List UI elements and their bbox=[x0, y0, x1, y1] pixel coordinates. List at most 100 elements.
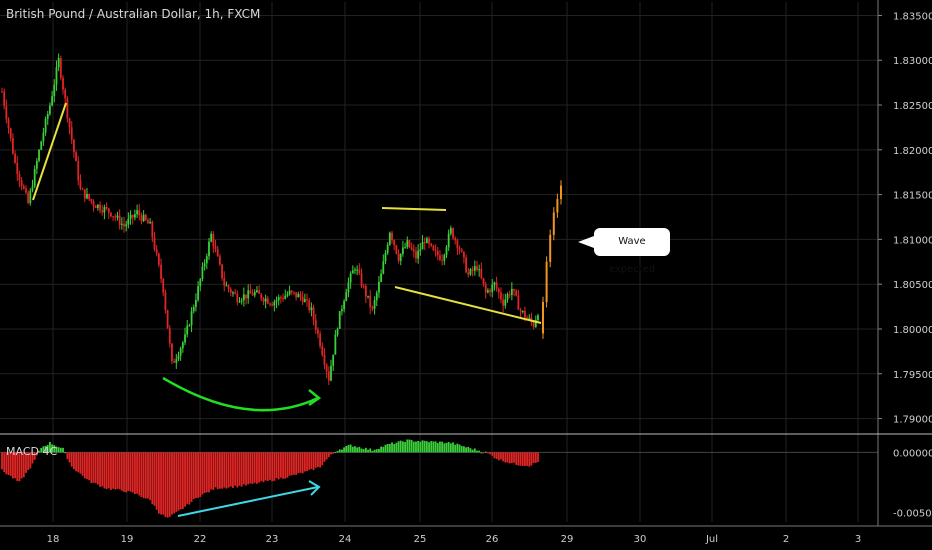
candle-body bbox=[125, 224, 128, 227]
candle-body bbox=[127, 218, 130, 225]
macd-bar bbox=[447, 441, 450, 453]
macd-bar bbox=[321, 452, 324, 466]
macd-bar bbox=[256, 452, 258, 484]
macd-bar bbox=[519, 452, 522, 466]
macd-bar bbox=[27, 452, 30, 470]
macd-bar bbox=[338, 449, 341, 453]
candle-body bbox=[373, 300, 376, 309]
macd-bar bbox=[465, 447, 467, 453]
macd-bar bbox=[312, 452, 315, 471]
price-tick-label: 1.82000 bbox=[893, 146, 932, 157]
candle-body bbox=[528, 317, 531, 319]
candle-body bbox=[412, 249, 415, 252]
candle-body bbox=[20, 180, 23, 187]
macd-bar bbox=[425, 441, 428, 453]
macd-bar bbox=[81, 452, 84, 476]
candle-body bbox=[186, 325, 189, 335]
time-tick-label: 23 bbox=[266, 534, 279, 545]
macd-tick-label: 0.00000 bbox=[893, 448, 932, 459]
macd-bar bbox=[114, 452, 117, 490]
candle-body bbox=[236, 293, 239, 303]
macd-bar bbox=[247, 452, 250, 485]
macd-bar bbox=[382, 446, 385, 453]
candle-body bbox=[131, 214, 134, 218]
candle-body bbox=[38, 149, 40, 161]
candle-body bbox=[53, 84, 56, 97]
time-tick-label: 25 bbox=[414, 534, 427, 545]
time-tick-label: 22 bbox=[194, 534, 207, 545]
candle-body bbox=[441, 259, 444, 261]
macd-bar bbox=[532, 452, 535, 463]
rounded-bottom-arc[interactable] bbox=[162, 376, 319, 412]
callout-pointer bbox=[578, 236, 594, 248]
candle-body bbox=[197, 286, 199, 300]
macd-bar bbox=[123, 452, 125, 492]
macd-bar bbox=[269, 452, 271, 480]
candle-body bbox=[506, 294, 509, 300]
macd-bar bbox=[330, 452, 332, 455]
candle-body bbox=[397, 253, 400, 261]
candle-body bbox=[515, 290, 518, 296]
candle-body bbox=[282, 297, 284, 299]
macd-bar bbox=[9, 452, 12, 476]
candle-body bbox=[70, 127, 73, 140]
macd-bar bbox=[428, 442, 430, 453]
candle-body bbox=[493, 282, 496, 285]
candle-body bbox=[7, 119, 10, 129]
candle-body bbox=[454, 238, 457, 241]
macd-bar bbox=[83, 452, 86, 479]
macd-bar bbox=[402, 441, 404, 453]
candle-body bbox=[264, 298, 267, 302]
macd-bar bbox=[151, 452, 154, 505]
candle-body bbox=[500, 292, 502, 300]
macd-bar bbox=[218, 452, 221, 489]
macd-bar bbox=[497, 452, 500, 461]
candle-body bbox=[360, 273, 363, 286]
macd-bar bbox=[88, 452, 91, 481]
macd-bar bbox=[351, 446, 354, 453]
candle-body bbox=[149, 221, 152, 224]
candle-body bbox=[86, 193, 88, 199]
candle-body bbox=[203, 263, 206, 267]
macd-bar bbox=[408, 439, 411, 453]
impulse-trendline[interactable] bbox=[32, 102, 67, 201]
pattern-bottom-line[interactable] bbox=[394, 286, 542, 324]
wave-expected-callout[interactable]: Wave expected bbox=[594, 228, 670, 275]
candle-body bbox=[225, 285, 228, 287]
candle-body bbox=[140, 215, 143, 222]
macd-bar bbox=[391, 442, 393, 453]
time-tick-label: 3 bbox=[855, 534, 861, 545]
candle-body bbox=[314, 319, 317, 330]
candle-body bbox=[155, 249, 158, 254]
candle-body bbox=[212, 233, 215, 247]
macd-bar bbox=[262, 452, 265, 483]
candle-body bbox=[81, 188, 84, 190]
macd-bar bbox=[432, 441, 435, 453]
macd-bar bbox=[264, 452, 267, 481]
candle-body bbox=[101, 210, 104, 213]
candle-body bbox=[51, 96, 54, 106]
candle-body bbox=[393, 240, 396, 246]
divergence-arrow[interactable] bbox=[177, 486, 319, 517]
candle-body bbox=[62, 77, 64, 90]
candle-body bbox=[452, 228, 454, 239]
price-tick-label: 1.80000 bbox=[893, 325, 932, 336]
macd-bar bbox=[282, 452, 284, 479]
macd-bar bbox=[49, 441, 51, 453]
macd-bar bbox=[373, 449, 376, 453]
candle-body bbox=[478, 269, 481, 271]
candle-body bbox=[188, 325, 191, 327]
macd-bar bbox=[471, 449, 474, 453]
pattern-top-line[interactable] bbox=[381, 207, 447, 211]
candle-body bbox=[118, 215, 121, 225]
macd-bar bbox=[20, 452, 23, 479]
candle-body bbox=[269, 303, 271, 305]
candle-body bbox=[537, 315, 539, 320]
candle-body bbox=[238, 301, 241, 303]
candle-body bbox=[323, 355, 326, 365]
macd-bar bbox=[534, 452, 537, 463]
macd-bar bbox=[221, 452, 223, 489]
macd-bar bbox=[412, 441, 415, 453]
macd-bar bbox=[31, 452, 34, 464]
